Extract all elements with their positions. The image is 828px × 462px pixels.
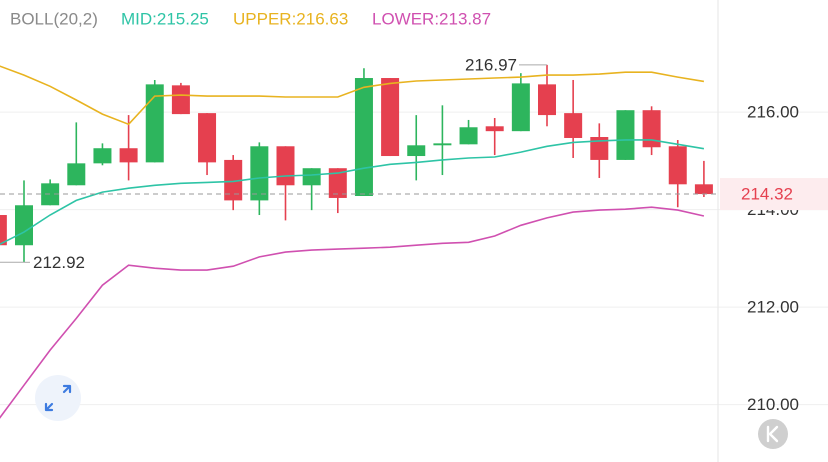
- plot-area: [0, 64, 718, 419]
- last-price-label: 214.32: [741, 185, 793, 204]
- candle-body: [485, 126, 504, 132]
- candle-body: [407, 145, 426, 157]
- candle-body: [15, 205, 33, 246]
- y-tick-label: 212.00: [747, 298, 799, 317]
- y-tick-label: 216.00: [747, 103, 799, 122]
- band-line: [0, 139, 705, 246]
- candle-body: [381, 78, 400, 157]
- candle-body: [668, 146, 687, 185]
- last-price-box: [720, 178, 828, 211]
- candle-body: [354, 78, 373, 197]
- candle-body: [642, 110, 661, 148]
- candle-body: [224, 159, 243, 201]
- candle-body: [250, 146, 269, 201]
- candle-body: [564, 113, 583, 138]
- candle-body: [459, 127, 478, 145]
- candle-body: [538, 84, 556, 116]
- low-marker-label: 212.92: [33, 253, 85, 272]
- candle-body: [590, 137, 609, 160]
- candle-body: [511, 83, 530, 132]
- high-marker-label: 216.97: [465, 55, 517, 74]
- candle-body: [694, 184, 713, 195]
- candle-body: [0, 215, 7, 246]
- candle-body: [328, 168, 347, 198]
- lower-readout: LOWER:213.87: [372, 9, 491, 28]
- candle-body: [41, 183, 60, 206]
- expand-button[interactable]: [35, 375, 81, 421]
- candle-body: [67, 163, 86, 186]
- candle-body: [302, 168, 321, 186]
- candle-body: [616, 110, 635, 160]
- band-line: [0, 65, 705, 126]
- candle-body: [93, 148, 112, 164]
- candle-body: [119, 148, 138, 163]
- grid: [0, 111, 828, 406]
- candle-body: [198, 113, 217, 163]
- band-line: [0, 206, 705, 419]
- upper-readout: UPPER:216.63: [233, 9, 348, 28]
- mid-readout: MID:215.25: [121, 9, 209, 28]
- indicator-name: BOLL(20,2): [10, 9, 98, 28]
- candle-body: [433, 143, 452, 146]
- k-button[interactable]: [758, 419, 788, 449]
- candle-body: [171, 85, 190, 115]
- candle-body: [145, 84, 164, 163]
- candle-body: [276, 146, 295, 186]
- y-tick-label: 210.00: [747, 395, 799, 414]
